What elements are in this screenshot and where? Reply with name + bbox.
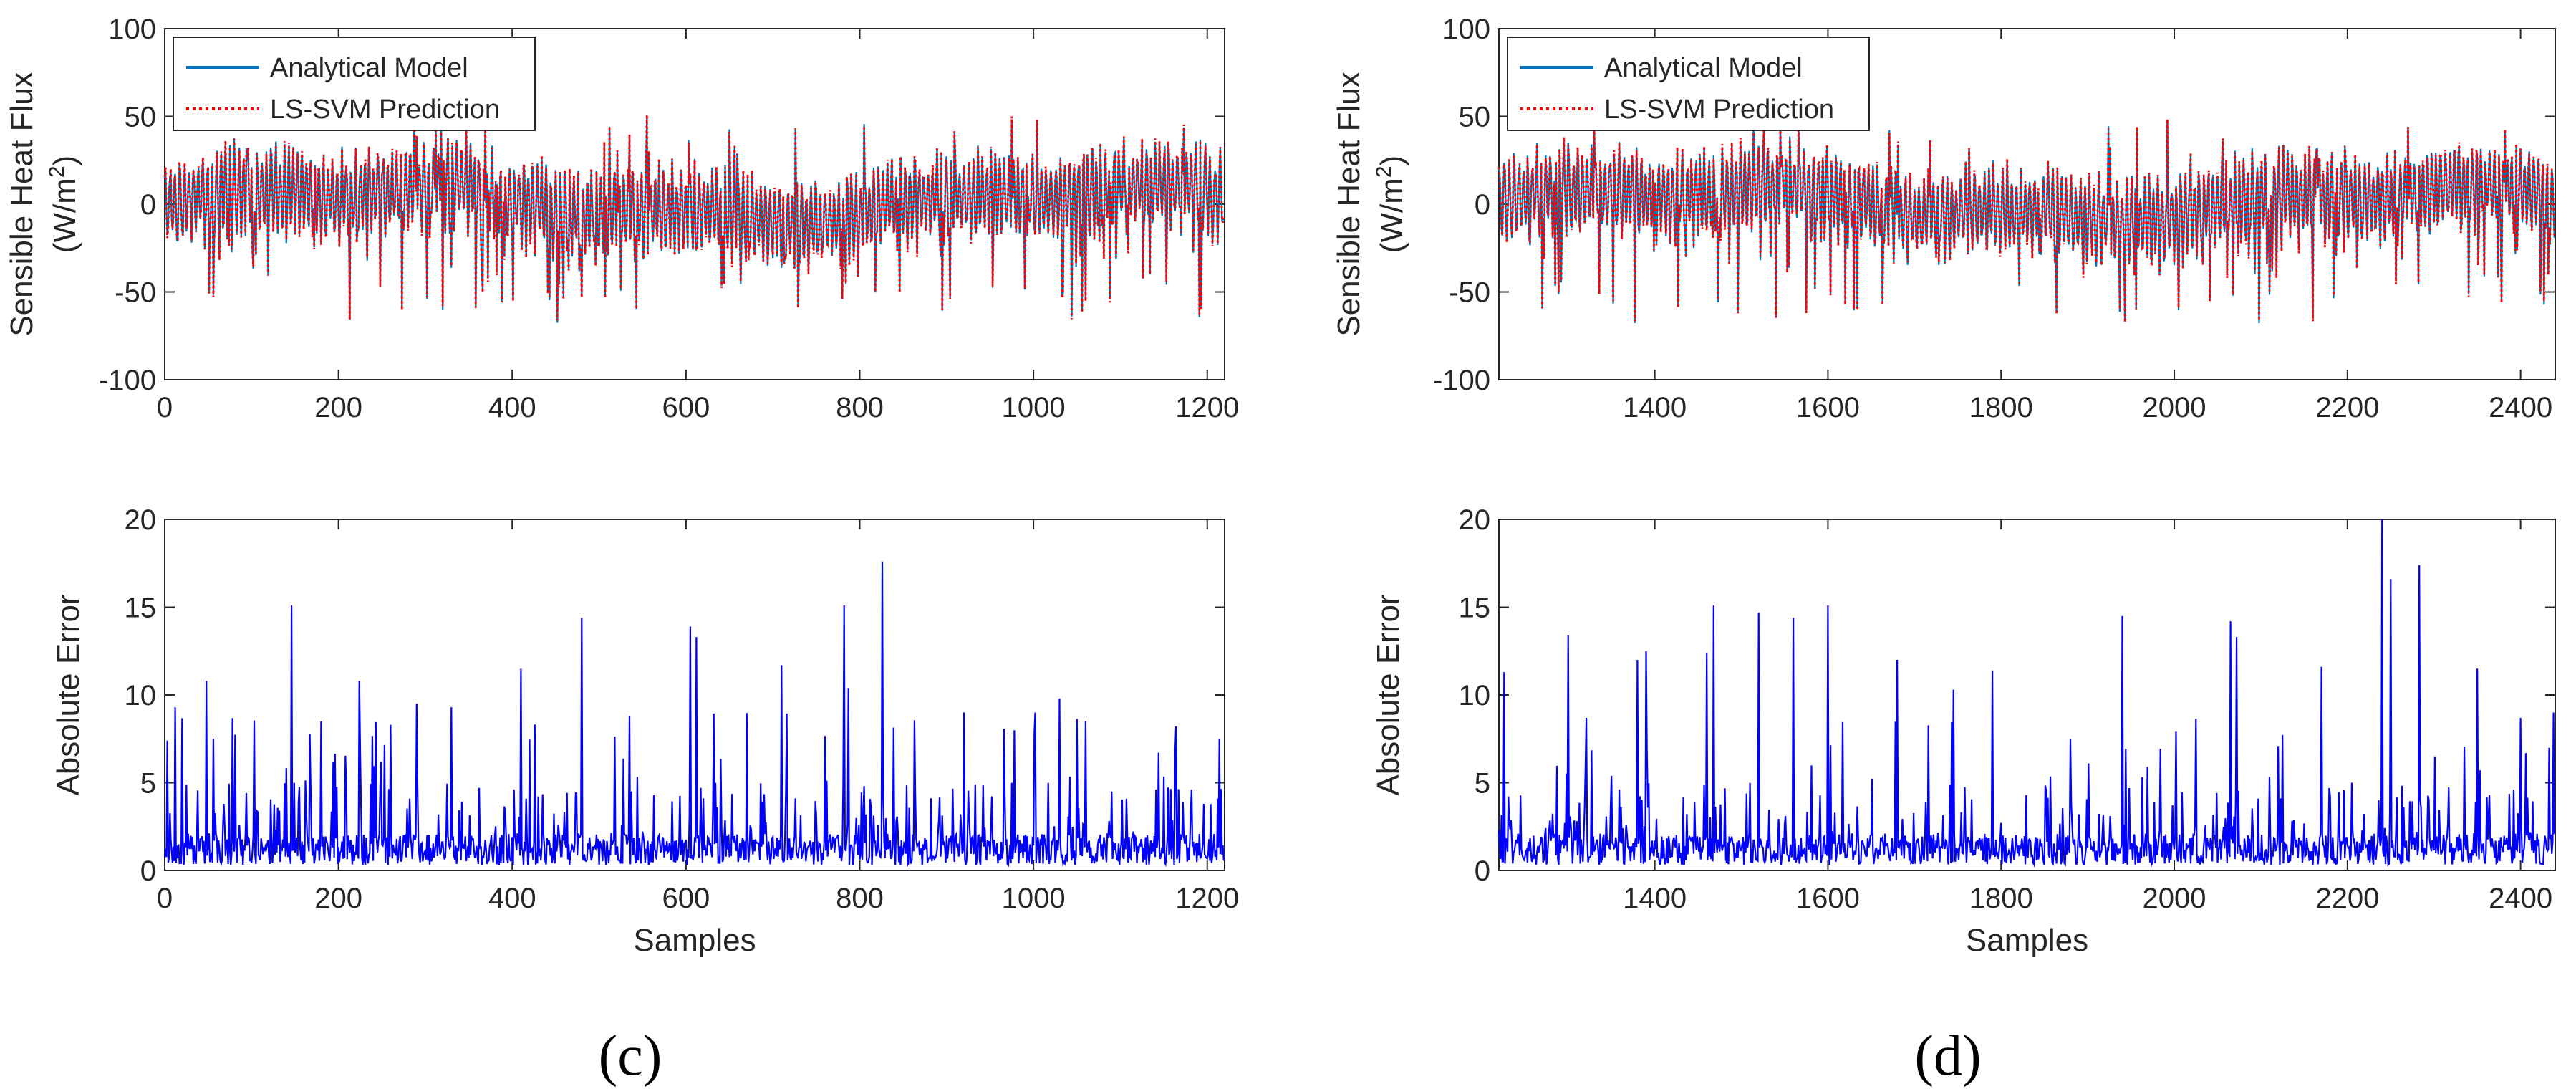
y-tick-label: 20 xyxy=(1459,504,1491,536)
x-tick-label: 0 xyxy=(157,883,173,914)
x-axis-label: Samples xyxy=(1966,923,2088,958)
y-tick-label: -100 xyxy=(1433,365,1490,396)
chart-c-bottom: 0 200 400 600 800 1000 1200 0 5 10 15 20 Samples Abso… xyxy=(51,504,1239,958)
series-absolute-error-line xyxy=(1497,519,2555,868)
y-tick-label: 50 xyxy=(1459,102,1491,133)
legend: Analytical Model LS-SVM Prediction xyxy=(1507,37,1870,131)
y-tick-label: 0 xyxy=(1475,189,1490,221)
series-ls-svm-prediction-line xyxy=(163,114,1225,321)
x-tick-label: 800 xyxy=(836,883,884,914)
x-tick-label: 400 xyxy=(488,883,536,914)
x-tick-label: 2400 xyxy=(2489,883,2552,914)
x-tick-label: 600 xyxy=(662,883,710,914)
y-tick-label: 10 xyxy=(1459,680,1491,711)
x-tick-label: 2000 xyxy=(2143,883,2206,914)
x-tick-label: 1200 xyxy=(1175,392,1239,423)
y-tick-label: 50 xyxy=(125,102,157,133)
y-axis-label: Sensible Heat Flux xyxy=(1331,72,1366,336)
x-tick-label: 200 xyxy=(314,392,362,423)
y-axis-label: Absolute Error xyxy=(51,594,86,795)
y-axis-label: Absolute Error xyxy=(1371,594,1406,795)
legend-label-analytical: Analytical Model xyxy=(1604,53,1803,83)
legend-box xyxy=(1507,37,1870,131)
y-tick-label: -50 xyxy=(115,277,156,309)
x-tick-label: 0 xyxy=(157,392,173,423)
y-tick-label: 15 xyxy=(125,593,157,624)
y-tick-label: 5 xyxy=(1475,768,1490,800)
y-tick-label: 100 xyxy=(108,14,156,45)
x-tick-label: 1400 xyxy=(1623,392,1687,423)
y-tick-label: -100 xyxy=(99,365,156,396)
x-tick-label: 2400 xyxy=(2489,392,2552,423)
x-tick-label: 1800 xyxy=(1969,392,2033,423)
y-tick-label: 5 xyxy=(140,768,156,800)
y-tick-label: 0 xyxy=(140,855,156,887)
x-tick-label: 1400 xyxy=(1623,883,1687,914)
x-tick-label: 2000 xyxy=(2143,392,2206,423)
plot-frame xyxy=(164,519,1225,871)
x-tick-label: 1200 xyxy=(1175,883,1239,914)
chart-d-bottom: 1400 1600 1800 2000 2200 2400 0 5 10 15 20 Samples A… xyxy=(1371,504,2556,958)
y-tick-label: 0 xyxy=(1475,855,1490,887)
y-tick-label: 10 xyxy=(125,680,157,711)
x-tick-label: 1800 xyxy=(1969,883,2033,914)
chart-d-top: 1400 1600 1800 2000 2200 2400 -100 -50 0 50 100 Sen… xyxy=(1331,14,2556,423)
y-axis-label: Sensible Heat Flux xyxy=(4,72,39,336)
y-tick-label: 0 xyxy=(140,189,156,221)
x-tick-label: 600 xyxy=(662,392,710,423)
y-axis-unit-label: (W/m2) xyxy=(1372,155,1409,253)
legend-label-analytical: Analytical Model xyxy=(270,53,468,83)
y-axis-unit-label: (W/m2) xyxy=(45,155,82,253)
series-analytical-model-line xyxy=(163,116,1225,323)
x-tick-label: 2200 xyxy=(2315,883,2379,914)
y-tick-label: 15 xyxy=(1459,593,1491,624)
legend-box xyxy=(173,37,536,131)
x-tick-label: 800 xyxy=(836,392,884,423)
x-tick-label: 1000 xyxy=(1002,883,1066,914)
x-tick-label: 400 xyxy=(488,392,536,423)
legend: Analytical Model LS-SVM Prediction xyxy=(173,37,536,131)
chart-c-top: 0 200 400 600 800 1000 1200 -100 -50 0 50 100 Sensib… xyxy=(4,14,1239,423)
panel-label-c: (c) xyxy=(599,1025,662,1088)
y-tick-label: 100 xyxy=(1442,14,1490,45)
panel-label-d: (d) xyxy=(1914,1025,1981,1088)
series-absolute-error-line xyxy=(163,561,1225,868)
y-tick-label: 20 xyxy=(125,504,157,536)
legend-label-lssvm: LS-SVM Prediction xyxy=(1604,95,1834,125)
x-tick-label: 1600 xyxy=(1796,883,1860,914)
x-tick-label: 1600 xyxy=(1796,392,1860,423)
legend-label-lssvm: LS-SVM Prediction xyxy=(270,95,500,125)
x-tick-label: 1000 xyxy=(1002,392,1066,423)
x-tick-label: 2200 xyxy=(2315,392,2379,423)
x-tick-label: 200 xyxy=(314,883,362,914)
series-ls-svm-prediction-line xyxy=(1497,119,2556,323)
y-tick-label: -50 xyxy=(1449,277,1490,309)
x-axis-label: Samples xyxy=(633,923,756,958)
